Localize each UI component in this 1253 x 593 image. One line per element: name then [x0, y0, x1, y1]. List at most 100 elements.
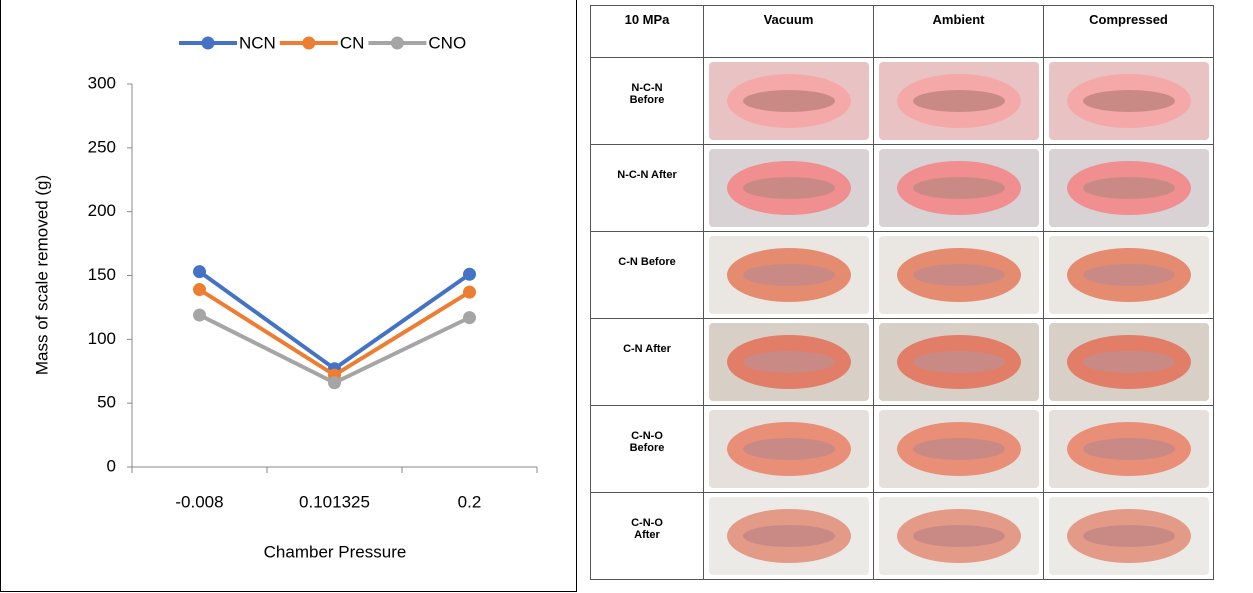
- sample-ring: [897, 422, 1021, 476]
- table-row: C-N-O After: [591, 493, 1214, 580]
- photo-cell: [704, 406, 874, 493]
- photo-cell: [1044, 58, 1214, 145]
- data-point: [463, 268, 476, 281]
- y-axis-title: Mass of scale removed (g): [32, 175, 51, 375]
- photo-cell: [874, 493, 1044, 580]
- x-axis-title: Chamber Pressure: [264, 542, 407, 561]
- y-tick-label: 50: [97, 393, 116, 412]
- photo: [879, 323, 1039, 401]
- photo-cell: [1044, 232, 1214, 319]
- photo: [1049, 497, 1209, 575]
- data-point: [463, 311, 476, 324]
- x-tick-label: -0.008: [175, 492, 223, 511]
- photo-cell: [1044, 406, 1214, 493]
- sample-ring: [897, 335, 1021, 389]
- photo: [879, 497, 1039, 575]
- photo: [879, 149, 1039, 227]
- sample-ring: [727, 74, 851, 128]
- chart-panel: Chamber Pressure Mass of scale removed (…: [0, 0, 577, 592]
- sample-ring: [1067, 509, 1191, 563]
- sample-ring: [897, 74, 1021, 128]
- sample-ring: [727, 335, 851, 389]
- y-tick-label: 250: [88, 137, 116, 156]
- row-label: C-N After: [591, 319, 704, 406]
- column-header: Vacuum: [704, 6, 874, 58]
- photo-cell: [874, 58, 1044, 145]
- legend-label: CN: [340, 33, 365, 52]
- table-row: C-N Before: [591, 232, 1214, 319]
- photo-cell: [1044, 145, 1214, 232]
- y-tick-label: 0: [107, 456, 116, 475]
- sample-ring: [727, 422, 851, 476]
- sample-ring: [727, 509, 851, 563]
- column-header: Ambient: [874, 6, 1044, 58]
- photo-cell: [1044, 319, 1214, 406]
- legend-marker: [302, 37, 315, 50]
- sample-ring: [1067, 248, 1191, 302]
- sample-ring: [1067, 335, 1191, 389]
- y-tick-label: 200: [88, 201, 116, 220]
- legend-marker: [391, 37, 404, 50]
- series-line: [200, 272, 470, 369]
- photo: [709, 410, 869, 488]
- row-label: C-N-O After: [591, 493, 704, 580]
- table-row: N-C-N Before: [591, 58, 1214, 145]
- photo: [709, 323, 869, 401]
- y-tick-label: 300: [88, 73, 116, 92]
- photo: [879, 62, 1039, 140]
- y-tick-label: 100: [88, 329, 116, 348]
- sample-ring: [1067, 74, 1191, 128]
- legend-marker: [202, 37, 215, 50]
- x-tick-label: 0.2: [458, 492, 482, 511]
- data-point: [193, 283, 206, 296]
- sample-ring: [727, 248, 851, 302]
- photo: [879, 236, 1039, 314]
- photo-cell: [874, 406, 1044, 493]
- photo: [1049, 323, 1209, 401]
- sample-ring: [897, 509, 1021, 563]
- chart: Chamber Pressure Mass of scale removed (…: [1, 0, 578, 592]
- photo: [1049, 62, 1209, 140]
- photo: [709, 236, 869, 314]
- photo-cell: [704, 145, 874, 232]
- sample-ring: [727, 161, 851, 215]
- table-row: N-C-N After: [591, 145, 1214, 232]
- photo-cell: [704, 232, 874, 319]
- table-row: C-N-O Before: [591, 406, 1214, 493]
- photo: [709, 149, 869, 227]
- y-tick-label: 150: [88, 265, 116, 284]
- sample-ring: [1067, 161, 1191, 215]
- x-tick-label: 0.101325: [299, 492, 370, 511]
- photo-cell: [874, 319, 1044, 406]
- page: Chamber Pressure Mass of scale removed (…: [0, 0, 1253, 593]
- row-label: C-N-O Before: [591, 406, 704, 493]
- sample-ring: [1067, 422, 1191, 476]
- legend-label: CNO: [428, 33, 466, 52]
- column-header: Compressed: [1044, 6, 1214, 58]
- data-point: [193, 309, 206, 322]
- data-point: [193, 265, 206, 278]
- sample-ring: [897, 248, 1021, 302]
- photo: [1049, 236, 1209, 314]
- data-point: [328, 376, 341, 389]
- legend-label: NCN: [239, 33, 276, 52]
- photo: [709, 62, 869, 140]
- data-point: [463, 286, 476, 299]
- photo: [709, 497, 869, 575]
- photo: [1049, 410, 1209, 488]
- photo-cell: [704, 58, 874, 145]
- row-label: N-C-N After: [591, 145, 704, 232]
- table-row: C-N After: [591, 319, 1214, 406]
- row-label: N-C-N Before: [591, 58, 704, 145]
- photo-cell: [704, 493, 874, 580]
- photo: [879, 410, 1039, 488]
- row-label: C-N Before: [591, 232, 704, 319]
- column-header: 10 MPa: [591, 6, 704, 58]
- photo-cell: [874, 232, 1044, 319]
- photo-cell: [1044, 493, 1214, 580]
- sample-ring: [897, 161, 1021, 215]
- photo: [1049, 149, 1209, 227]
- photo-cell: [704, 319, 874, 406]
